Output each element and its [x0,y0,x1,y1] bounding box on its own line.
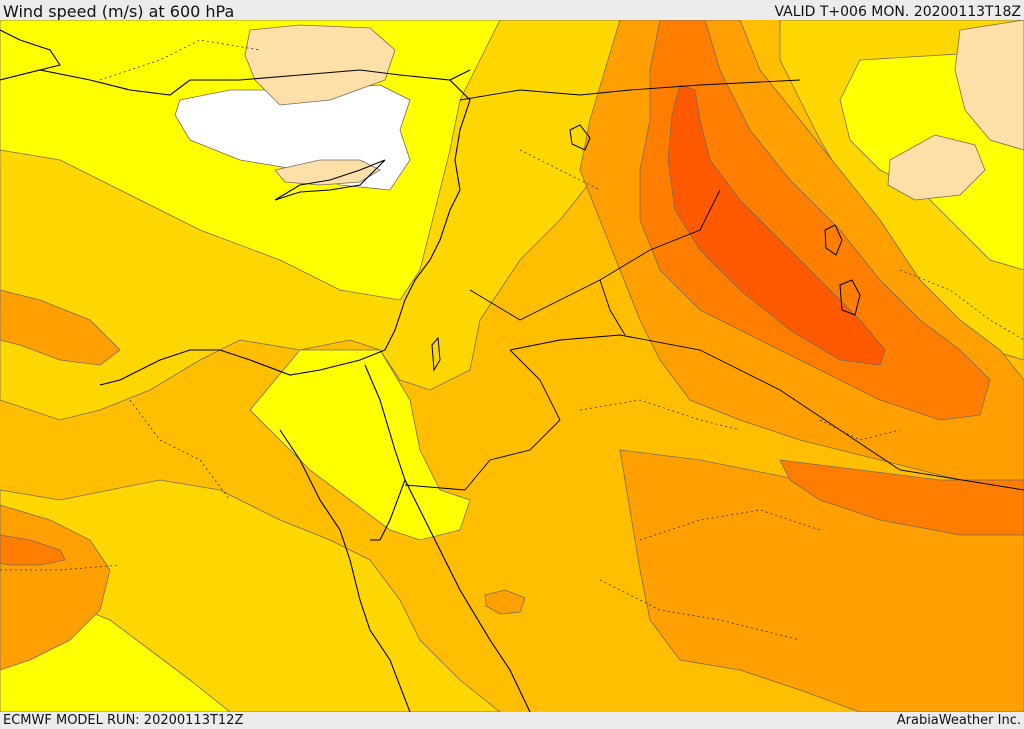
band-darkorange-west [0,534,66,566]
coastlines [0,29,531,712]
band-orange-blob [484,589,526,615]
borders [404,79,1024,491]
band-redorange-core [667,84,886,366]
map-panel [0,20,1024,712]
valid-time: VALID T+006 MON. 20200113T18Z [774,4,1021,20]
header-bar: Wind speed (m/s) at 600 hPa VALID T+006 … [0,0,1024,21]
band-orange-westupper [0,289,121,366]
band-tan-east [954,20,1024,151]
model-run-label: ECMWF MODEL RUN: 20200113T12Z [3,713,244,728]
band-tan-anatolia [244,24,396,106]
wind-speed-map [0,20,1024,712]
band-darkorange-south [779,459,1024,536]
band-darkorange-jet [639,20,991,421]
band-tan-cyprus [274,159,381,186]
lakes [431,124,861,372]
footer-bar: ECMWF MODEL RUN: 20200113T12Z ArabiaWeat… [0,712,1024,729]
band-tan-east2 [887,134,986,201]
band-yellow-sinai [249,349,471,541]
credit-label: ArabiaWeather Inc. [896,713,1021,728]
internal-boundaries [0,39,1024,641]
map-title: Wind speed (m/s) at 600 hPa [3,2,235,21]
